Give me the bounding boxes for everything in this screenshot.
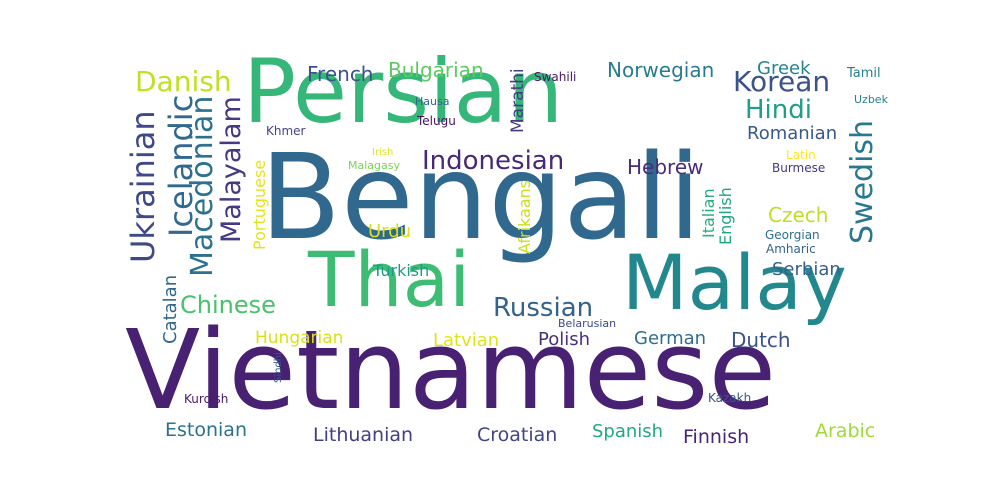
word-chinese: Chinese [180,291,276,319]
word-french: French [307,62,374,86]
word-korean: Korean [733,65,831,98]
word-estonian: Estonian [165,419,247,441]
word-macedonian: Macedonian [185,95,220,277]
word-cloud-area: Bengali Vietnamese Persian Thai Malay In… [124,48,900,448]
word-spanish: Spanish [592,421,664,442]
word-hebrew: Hebrew [627,155,704,179]
word-catalan: Catalan [160,274,181,344]
word-malay: Malay [622,238,847,327]
word-danish: Danish [135,65,232,98]
word-thai: Thai [308,235,471,324]
word-greek: Greek [757,58,811,79]
word-telugu: Telugu [417,114,456,128]
word-amharic: Amharic [766,242,816,256]
word-latvian: Latvian [433,330,500,351]
word-kazakh: Kazakh [708,391,752,405]
word-afrikaans: Afrikaans [515,179,534,254]
word-vietnamese: Vietnamese [125,306,777,434]
word-german: German [634,328,707,349]
word-irish: Irish [372,147,394,158]
word-latin: Latin [786,148,816,162]
word-uzbek: Uzbek [854,93,888,106]
word-hungarian: Hungarian [255,328,344,348]
word-persian: Persian [243,40,564,143]
word-english: English [716,187,735,245]
word-hindi: Hindi [745,95,812,125]
word-dutch: Dutch [731,328,791,352]
word-bulgarian: Bulgarian [388,58,484,82]
word-romanian: Romanian [747,123,838,144]
word-kurdish: Kurdish [184,392,229,406]
word-portuguese: Portuguese [250,159,269,250]
word-burmese: Burmese [772,161,826,175]
word-marathi: Marathi [508,68,528,133]
word-tamil: Tamil [847,66,881,81]
word-malagasy: Malagasy [348,159,400,172]
word-arabic: Arabic [815,420,876,442]
word-italian: Italian [699,188,718,238]
word-lithuanian: Lithuanian [313,424,414,446]
word-urdu: Urdu [368,221,412,242]
word-sindhi: Sindhi [273,352,284,383]
word-norwegian: Norwegian [607,58,715,82]
word-russian: Russian [493,293,594,323]
word-swedish: Swedish [845,119,880,244]
word-serbian: Serbian [772,259,841,280]
word-polish: Polish [538,329,591,350]
word-ukrainian: Ukrainian [124,110,162,263]
word-indonesian: Indonesian [422,146,565,176]
word-finnish: Finnish [683,426,750,448]
word-swahili: Swahili [534,70,577,84]
word-hausa: Hausa [415,95,450,108]
word-czech: Czech [768,203,829,227]
word-khmer: Khmer [266,124,306,138]
word-belarusian: Belarusian [558,317,617,330]
word-bengali: Bengali [260,128,702,266]
word-croatian: Croatian [477,424,558,446]
word-malayalam: Malayalam [216,96,247,243]
word-georgian: Georgian [765,228,820,242]
word-turkish: Turkish [373,261,430,280]
